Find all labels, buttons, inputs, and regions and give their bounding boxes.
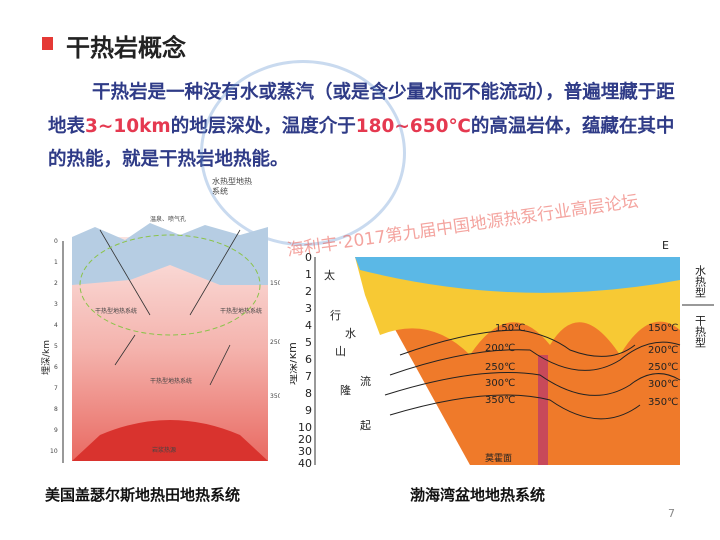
uplift-label: 隆 bbox=[340, 383, 351, 397]
tick: 1 bbox=[305, 268, 312, 281]
hot-spring-label: 温泉、喷气孔 bbox=[150, 215, 186, 223]
isotherm-label: 350℃ bbox=[485, 395, 515, 406]
right-figure-caption: 渤海湾盆地地热系统 bbox=[410, 486, 546, 504]
axis-label: 埋深/km bbox=[41, 340, 52, 375]
tick: 8 bbox=[54, 406, 58, 413]
water-flow-label: 水 bbox=[345, 327, 356, 340]
heat-source-label: 岩浆热源 bbox=[152, 446, 176, 454]
dry-rock-type-label: 干热型 bbox=[694, 315, 707, 348]
isotherm-label: 300℃ bbox=[648, 379, 678, 390]
magma-source bbox=[72, 420, 268, 461]
hydrothermal-zone bbox=[72, 223, 268, 285]
tick: 3 bbox=[54, 301, 58, 308]
uplift-label: 山 bbox=[335, 345, 346, 358]
title-bullet bbox=[42, 37, 53, 50]
tick: 5 bbox=[305, 336, 312, 349]
left-figure-caption: 美国盖瑟尔斯地热田地热系统 bbox=[45, 486, 241, 504]
isotherm-label: 200℃ bbox=[648, 345, 678, 356]
isotherm-label: 150℃ bbox=[648, 323, 678, 334]
tick: 6 bbox=[305, 353, 312, 366]
tick: 9 bbox=[305, 404, 312, 417]
tick: 30 bbox=[298, 445, 312, 458]
uplift-label: 起 bbox=[360, 419, 371, 432]
axis-label: 埋深/km bbox=[290, 342, 299, 385]
bohai-basin-diagram: 0 1 2 3 4 5 6 7 8 9 10 20 30 40 埋深/km E … bbox=[290, 239, 714, 470]
temp-tick: 150 bbox=[270, 280, 280, 287]
temp-tick: 350 bbox=[270, 393, 280, 400]
tick: 10 bbox=[50, 448, 58, 455]
dry-system-label: 干热型地热系统 bbox=[220, 307, 262, 315]
isotherm-label: 200℃ bbox=[485, 343, 515, 354]
depth-highlight: 3~10km bbox=[85, 115, 171, 137]
isotherm-label: 300℃ bbox=[485, 378, 515, 389]
magma-conduit bbox=[538, 355, 548, 465]
dry-system-label: 干热型地热系统 bbox=[95, 307, 137, 315]
dry-system-label: 干热型地热系统 bbox=[150, 377, 192, 385]
hydrothermal-type-label: 水热型 bbox=[694, 265, 707, 298]
slide-title: 干热岩概念 bbox=[66, 34, 186, 62]
uplift-label: 太 bbox=[324, 269, 335, 282]
uplift-label: 行 bbox=[330, 309, 341, 322]
tick: 3 bbox=[305, 302, 312, 315]
tick: 20 bbox=[298, 433, 312, 446]
isotherm-label: 150℃ bbox=[495, 323, 525, 334]
isotherm-label: 350℃ bbox=[648, 397, 678, 408]
hydrothermal-system-label: 水热型地热系统 bbox=[212, 177, 252, 196]
tick: 0 bbox=[305, 251, 312, 264]
temp-tick: 250 bbox=[270, 339, 280, 346]
moho-label: 莫霍面 bbox=[485, 452, 512, 464]
system-boundary bbox=[79, 234, 261, 336]
isotherm-label: 250℃ bbox=[485, 362, 515, 373]
tick: 5 bbox=[54, 343, 58, 350]
association-seal-logo bbox=[200, 60, 406, 246]
tick: 4 bbox=[305, 319, 312, 332]
tick: 9 bbox=[54, 427, 58, 434]
direction-label: E bbox=[662, 239, 669, 252]
page-number: 7 bbox=[668, 507, 675, 520]
tick: 7 bbox=[305, 370, 312, 383]
tick: 1 bbox=[54, 259, 58, 266]
tick: 2 bbox=[305, 285, 312, 298]
tick: 0 bbox=[54, 238, 58, 245]
tick: 40 bbox=[298, 457, 312, 470]
geysers-geothermal-diagram: 0 1 2 3 4 5 6 7 8 9 10 150 250 350 埋深/km… bbox=[41, 215, 280, 463]
tick: 2 bbox=[54, 280, 58, 287]
tick: 6 bbox=[54, 364, 58, 371]
water-flow-label: 流 bbox=[360, 374, 371, 388]
tick: 8 bbox=[305, 387, 312, 400]
tick: 4 bbox=[54, 322, 58, 329]
tick: 7 bbox=[54, 385, 58, 392]
aquifer bbox=[355, 257, 680, 293]
isotherm-label: 250℃ bbox=[648, 362, 678, 373]
tick: 10 bbox=[298, 421, 312, 434]
